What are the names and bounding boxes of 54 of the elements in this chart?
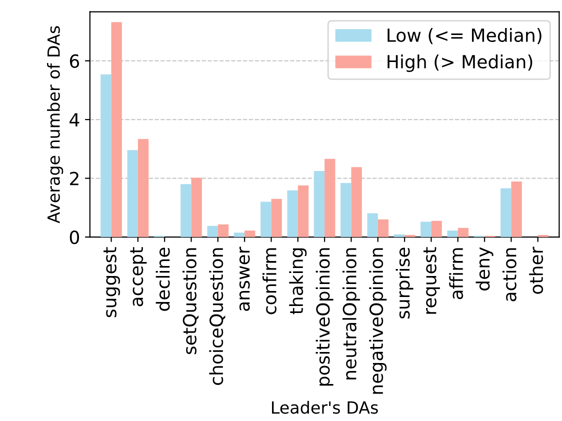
x-axis-title: Leader's DAs — [272, 400, 378, 414]
x-tick-label: thaking — [289, 248, 307, 314]
bar — [111, 22, 122, 238]
bar — [378, 219, 389, 238]
bar — [367, 213, 378, 238]
x-tick-label: action — [502, 248, 516, 302]
bar — [404, 234, 416, 238]
bar — [180, 184, 192, 238]
legend-label: High (> Median) — [388, 54, 532, 72]
bar — [100, 74, 112, 238]
x-tick-label: positiveOpinion — [316, 248, 334, 386]
bar — [458, 228, 469, 238]
bar — [218, 224, 229, 238]
x-tick-label: setQuestion — [182, 248, 199, 354]
x-tick-label: accept — [130, 247, 147, 306]
bar — [138, 138, 149, 238]
bar — [298, 185, 309, 238]
bar — [314, 170, 325, 238]
x-tick-label: suggest — [104, 247, 120, 318]
bar — [538, 234, 549, 238]
x-tick-label: choiceQuestion — [209, 248, 226, 385]
bar — [447, 230, 458, 238]
bar — [207, 226, 218, 238]
x-tick-label: neutralOpinion — [342, 248, 360, 380]
bar — [500, 188, 512, 238]
x-tick-label: request — [424, 247, 440, 314]
bar — [431, 220, 442, 238]
bar — [287, 190, 298, 238]
bar — [260, 202, 272, 238]
x-tick-label: confirm — [262, 248, 276, 314]
bar — [234, 232, 245, 238]
bar — [511, 182, 522, 238]
bar — [340, 182, 352, 238]
x-tick-label: deny — [476, 247, 494, 290]
y-tick-label: 4 — [70, 113, 80, 126]
y-tick-label: 6 — [70, 54, 80, 68]
bar — [191, 178, 202, 238]
x-tick-label: other — [529, 246, 544, 294]
bar — [324, 158, 336, 238]
x-tick-label: answer — [239, 246, 250, 311]
x-tick-label: affirm — [449, 248, 464, 300]
y-tick-label: 0 — [70, 230, 79, 244]
bar — [244, 230, 256, 238]
y-tick-label: 2 — [70, 172, 78, 186]
bar — [351, 167, 362, 238]
x-tick-label: decline — [156, 248, 170, 311]
legend-label: Low (<= Median) — [388, 28, 542, 44]
bar — [127, 150, 138, 238]
bar — [420, 222, 432, 238]
bar — [271, 198, 282, 238]
bar — [394, 234, 405, 238]
x-tick-label: surprise — [396, 248, 414, 318]
x-tick-label: negativeOpinion — [369, 248, 387, 394]
y-axis-title: Average number of DAs — [47, 26, 64, 224]
